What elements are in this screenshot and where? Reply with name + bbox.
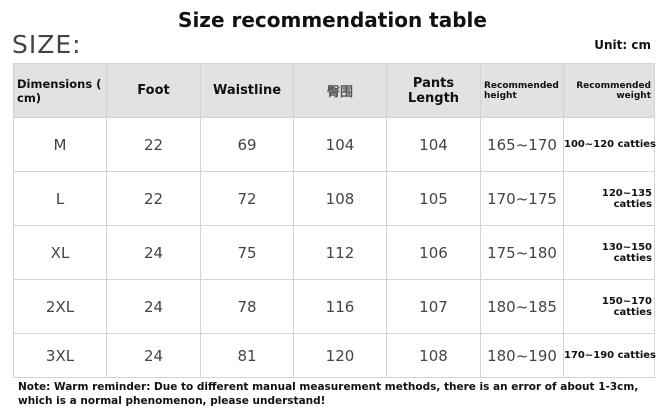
cell-waistline: 78 [200, 279, 294, 334]
cell-recommended-height: 175~180 [480, 225, 564, 280]
cell-size: XL [13, 225, 107, 280]
cell-hip: 116 [293, 279, 387, 334]
cell-recommended-height: 180~190 [480, 333, 564, 378]
note-line-1: Note: Warm reminder: Due to different ma… [18, 381, 639, 393]
cell-pants-length: 105 [386, 171, 481, 226]
page-title: Size recommendation table [178, 8, 487, 32]
cell-pants-length: 104 [386, 117, 481, 172]
cell-pants-length: 108 [386, 333, 481, 378]
cell-recommended-height: 165~170 [480, 117, 564, 172]
note-line-2: which is a normal phenomenon, please und… [18, 395, 326, 407]
cell-hip: 104 [293, 117, 387, 172]
cell-size: M [13, 117, 107, 172]
cell-hip: 120 [293, 333, 387, 378]
unit-label: Unit: cm [594, 38, 651, 52]
cell-size: L [13, 171, 107, 226]
cell-recommended-weight: 120~135 catties [563, 171, 655, 226]
cell-recommended-weight: 150~170 catties [563, 279, 655, 334]
note: Note: Warm reminder: Due to different ma… [18, 380, 638, 408]
table-row: XL 24 75 112 106 175~180 130~150 catties [13, 225, 655, 280]
cell-recommended-height: 170~175 [480, 171, 564, 226]
cell-foot: 24 [106, 225, 201, 280]
header-foot: Foot [106, 63, 201, 118]
cell-waistline: 69 [200, 117, 294, 172]
cell-size: 2XL [13, 279, 107, 334]
table-row: L 22 72 108 105 170~175 120~135 catties [13, 171, 655, 226]
cell-foot: 22 [106, 171, 201, 226]
header-dimensions: Dimensions ( cm) [13, 63, 107, 118]
cell-waistline: 81 [200, 333, 294, 378]
cell-recommended-weight: 100~120 catties [563, 117, 656, 172]
size-label: SIZE: [12, 30, 82, 59]
cell-hip: 112 [293, 225, 387, 280]
table-row: 2XL 24 78 116 107 180~185 150~170 catties [13, 279, 655, 334]
cell-waistline: 72 [200, 171, 294, 226]
header-recommended-weight: Recommended weight [563, 63, 655, 118]
cell-waistline: 75 [200, 225, 294, 280]
header-waistline: Waistline [200, 63, 294, 118]
cell-recommended-weight: 170~190 catties [563, 333, 656, 378]
cell-pants-length: 107 [386, 279, 481, 334]
cell-foot: 24 [106, 279, 201, 334]
table-row: M 22 69 104 104 165~170 100~120 catties [13, 117, 656, 172]
cell-recommended-height: 180~185 [480, 279, 564, 334]
header-row: Dimensions ( cm) Foot Waistline 臀围 Pants… [13, 63, 655, 118]
table-row: 3XL 24 81 120 108 180~190 170~190 catties [13, 333, 656, 378]
cell-size: 3XL [13, 333, 107, 378]
cell-pants-length: 106 [386, 225, 481, 280]
cell-foot: 22 [106, 117, 201, 172]
header-pants-length: Pants Length [386, 63, 481, 118]
header-hip: 臀围 [293, 63, 387, 118]
cell-recommended-weight: 130~150 catties [563, 225, 655, 280]
size-table: Dimensions ( cm) Foot Waistline 臀围 Pants… [13, 63, 656, 378]
cell-foot: 24 [106, 333, 201, 378]
cell-hip: 108 [293, 171, 387, 226]
header-recommended-height: Recommended height [480, 63, 564, 118]
